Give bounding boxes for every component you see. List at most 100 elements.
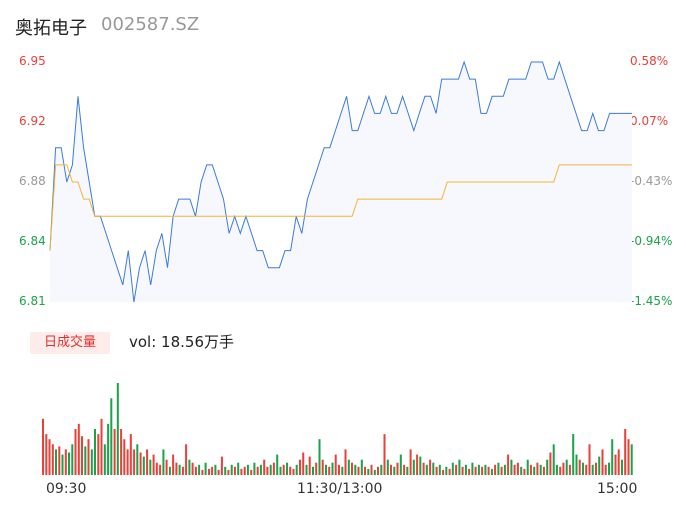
volume-bar: [133, 449, 136, 475]
volume-bar: [412, 459, 415, 475]
volume-bar: [165, 459, 168, 475]
volume-bar: [227, 469, 230, 475]
volume-bar: [549, 452, 552, 475]
volume-bar: [331, 462, 334, 475]
volume-bar: [471, 462, 474, 475]
volume-bar: [185, 444, 188, 475]
pct-tick: -0.94%: [630, 234, 673, 248]
volume-bar: [364, 466, 367, 475]
volume-bar: [562, 462, 565, 475]
pct-tick: -0.43%: [630, 174, 673, 188]
volume-bar: [399, 454, 402, 475]
volume-bar: [416, 454, 419, 475]
volume-bar: [536, 462, 539, 475]
volume-bar: [422, 462, 425, 475]
volume-bar: [279, 466, 282, 475]
price-tick: 6.88: [19, 174, 46, 188]
volume-bar: [55, 449, 58, 475]
volume-bar: [360, 459, 363, 475]
volume-bar: [490, 468, 493, 475]
volume-bar: [367, 468, 370, 475]
volume-bar: [77, 423, 80, 475]
volume-bar: [510, 459, 513, 475]
volume-bar: [542, 466, 545, 475]
price-line: [49, 60, 632, 303]
volume-bar: [194, 466, 197, 475]
volume-bar: [529, 464, 532, 475]
stock-code: 002587.SZ: [101, 14, 200, 35]
volume-bar: [276, 454, 279, 475]
pct-tick: 0.58%: [630, 54, 669, 68]
volume-bar: [299, 459, 302, 475]
volume-bar: [425, 464, 428, 475]
volume-bar: [315, 462, 318, 475]
price-tick: 6.84: [19, 234, 46, 248]
volume-bar: [448, 468, 451, 475]
volume-bar: [181, 466, 184, 475]
time-tick-open: 09:30: [46, 481, 87, 497]
pct-tick: -1.45%: [630, 294, 673, 308]
volume-bar: [126, 449, 129, 475]
volume-bar: [419, 456, 422, 475]
volume-bar: [139, 452, 142, 475]
volume-bar: [617, 449, 620, 475]
volume-bar: [292, 468, 295, 475]
volume-bar: [328, 466, 331, 475]
volume-bar: [87, 439, 90, 475]
volume-bar: [289, 466, 292, 475]
volume-bar: [146, 449, 149, 475]
time-tick-close: 15:00: [597, 481, 638, 497]
volume-bar: [149, 459, 152, 475]
volume-bar: [435, 466, 438, 475]
volume-bar: [120, 429, 123, 475]
volume-bar: [214, 464, 217, 475]
volume-bar: [142, 456, 145, 475]
volume-bar: [565, 459, 568, 475]
volume-bar: [406, 466, 409, 475]
volume-bar: [507, 454, 510, 475]
volume-bar: [341, 466, 344, 475]
volume-bar: [58, 446, 61, 475]
stock-name: 奥拓电子: [15, 18, 87, 39]
volume-bar: [237, 462, 240, 475]
volume-bar: [513, 464, 516, 475]
volume-bar: [42, 418, 45, 475]
volume-readout: vol: 18.56万手: [129, 333, 234, 351]
volume-bar: [582, 462, 585, 475]
volume-bar: [442, 469, 445, 475]
volume-bar: [520, 466, 523, 475]
volume-bar: [373, 469, 376, 475]
volume-bar: [494, 464, 497, 475]
volume-bar: [458, 459, 461, 475]
volume-bar: [224, 466, 227, 475]
volume-bar: [266, 466, 269, 475]
volume-bar: [136, 444, 139, 475]
volume-bar: [568, 464, 571, 475]
volume-bar: [204, 462, 207, 475]
volume-bar: [474, 466, 477, 475]
volume-bar: [370, 464, 373, 475]
volume-bar: [487, 466, 490, 475]
time-tick-midday: 11:30/13:00: [297, 481, 383, 497]
volume-bar: [256, 466, 259, 475]
volume-bar: [243, 466, 246, 475]
volume-bar: [598, 456, 601, 475]
volume-bar: [155, 462, 158, 475]
volume-bar: [286, 462, 289, 475]
volume-bar: [572, 434, 575, 475]
volume-bar: [188, 459, 191, 475]
volume-bar: [344, 449, 347, 475]
volume-bar: [461, 466, 464, 475]
volume-bar: [403, 464, 406, 475]
volume-bar: [107, 423, 110, 475]
volume-bar: [611, 439, 614, 475]
volume-badge[interactable]: 日成交量: [30, 332, 110, 354]
volume-bar: [396, 462, 399, 475]
volume-bar: [621, 459, 624, 475]
volume-bar: [614, 454, 617, 475]
volume-bar: [354, 464, 357, 475]
volume-bar: [253, 462, 256, 475]
volume-bar: [546, 459, 549, 475]
volume-bar: [48, 439, 51, 475]
volume-bar: [103, 444, 106, 475]
